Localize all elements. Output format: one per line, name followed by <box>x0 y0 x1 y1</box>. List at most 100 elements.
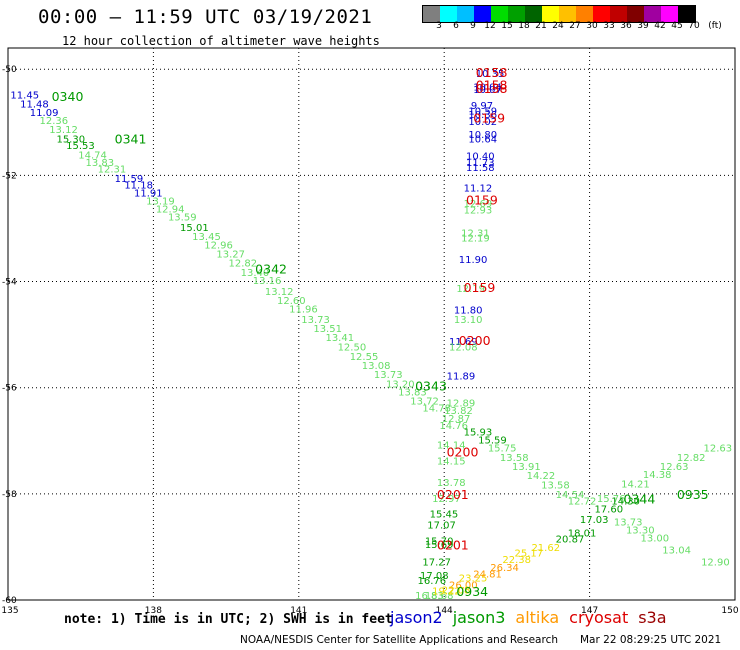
wave-height-value: 11.96 <box>289 304 318 315</box>
generated-timestamp: Mar 22 08:29:25 UTC 2021 <box>580 634 722 646</box>
legend-swatch <box>644 6 661 22</box>
pass-label: 0158 <box>476 81 508 96</box>
wave-height-value: 10.35 <box>476 69 505 80</box>
legend-swatch <box>576 6 593 22</box>
wave-height-value: 12.96 <box>204 241 233 252</box>
legend-swatch <box>627 6 644 22</box>
wave-height-value: 12.87 <box>442 414 471 425</box>
wave-height-value: 12.82 <box>677 453 706 464</box>
wave-height-value: 12.31 <box>98 165 127 176</box>
legend-label: 24 <box>552 21 564 31</box>
wave-height-value: 13.04 <box>662 545 691 556</box>
legend-label: 70 <box>688 21 700 31</box>
wave-height-value: 13.58 <box>541 481 570 492</box>
wave-height-value: 16.76 <box>418 576 447 587</box>
satellite-legend: jason2 jason3 altika cryosat s3a <box>390 608 667 627</box>
wave-height-value: 14.78 <box>422 404 451 415</box>
wave-height-value: 21.62 <box>531 543 560 554</box>
wave-height-value: 10.36 <box>468 110 497 121</box>
pass-label: 0158 <box>476 77 508 92</box>
wave-height-value: 12.94 <box>156 205 185 216</box>
x-tick-label: 138 <box>145 606 162 616</box>
wave-height-value: 17.03 <box>580 515 609 526</box>
wave-height-value: 13.91 <box>512 462 541 473</box>
wave-height-value: 13.82 <box>444 406 473 417</box>
pass-label: 0159 <box>473 110 505 125</box>
wave-height-value: 14.15 <box>437 457 466 468</box>
wave-height-value: 12.08 <box>449 343 478 354</box>
wave-height-value: 12.55 <box>350 352 379 363</box>
wave-height-value: 9.97 <box>471 101 493 112</box>
wave-height-value: 13.10 <box>454 315 483 326</box>
wave-height-value: 13.41 <box>325 333 354 344</box>
wave-height-value: 13.30 <box>626 526 655 537</box>
legend-label: 18 <box>518 21 530 31</box>
footer-note: note: 1) Time is in UTC; 2) SWH is in fe… <box>64 612 393 627</box>
wave-height-value: 13.59 <box>168 213 197 224</box>
pass-label: 0935 <box>677 487 709 502</box>
wave-height-value: 17.60 <box>594 504 623 515</box>
legend-swatch <box>423 6 440 22</box>
wave-height-value: 18.01 <box>568 528 597 539</box>
x-tick-label: 135 <box>1 606 18 616</box>
wave-height-value: 14.74 <box>78 150 107 161</box>
wave-height-value: 14.54 <box>556 490 585 501</box>
legend-label: 3 <box>436 21 442 31</box>
legend-label: 45 <box>671 21 683 31</box>
y-tick-label: -54 <box>2 278 17 288</box>
wave-height-value: 11.45 <box>10 90 39 101</box>
x-tick-label: 144 <box>436 606 453 616</box>
wave-height-value: 14.76 <box>439 421 468 432</box>
y-tick-label: -60 <box>2 596 17 606</box>
wave-height-value: 13.73 <box>374 370 403 381</box>
wave-height-value: 11.59 <box>115 174 144 185</box>
wave-height-value: 14.38 <box>643 470 672 481</box>
wave-height-value: 10.07 <box>473 85 502 96</box>
page-title: 00:00 — 11:59 UTC 03/19/2021 <box>38 6 373 28</box>
wave-height-value: 13.08 <box>362 361 391 372</box>
wave-height-value: 13.78 <box>437 478 466 489</box>
y-tick-label: -58 <box>2 490 17 500</box>
legend-label: 21 <box>535 21 547 31</box>
legend-swatch <box>559 6 576 22</box>
color-scale-labels: 3 6 9 12 15 18 21 24 27 30 33 36 39 42 45 70 (ft) <box>422 21 740 35</box>
wave-height-value: 16.83 <box>415 591 444 602</box>
wave-height-value: 11.58 <box>466 163 495 174</box>
plot-frame <box>7 47 736 601</box>
wave-height-values: 10.3510.0710.049.9710.5910.3610.0210.801… <box>10 69 732 602</box>
y-tick-label: -52 <box>2 171 17 181</box>
wave-height-value: 25.17 <box>514 548 543 559</box>
legend-label: 27 <box>569 21 581 31</box>
wave-height-value: 15.75 <box>488 443 517 454</box>
pass-label: 0343 <box>415 378 447 393</box>
wave-height-value: 14.22 <box>527 471 556 482</box>
wave-height-value: 13.73 <box>301 315 330 326</box>
legend-swatch <box>661 6 678 22</box>
wave-height-value: 12.50 <box>338 343 367 354</box>
wave-height-value: 11.18 <box>124 181 153 192</box>
legend-swatch <box>457 6 474 22</box>
x-tick-label: 150 <box>721 606 738 616</box>
wave-height-value: 14.14 <box>437 441 466 452</box>
grid-lines <box>8 48 735 601</box>
wave-height-value: 13.58 <box>500 453 529 464</box>
wave-height-value: 11.80 <box>454 305 483 316</box>
wave-height-value: 11.73 <box>466 158 495 169</box>
wave-height-value: 22.08 <box>442 586 471 597</box>
wave-height-value: 12.63 <box>703 443 732 454</box>
wave-height-value: 10.64 <box>468 134 497 145</box>
wave-height-value: 11.89 <box>447 372 476 383</box>
pass-label: 0201 <box>437 487 469 502</box>
legend-label: 39 <box>637 21 649 31</box>
pass-label: 0159 <box>466 193 498 208</box>
wave-height-value: 13.40 <box>241 268 270 279</box>
legend-label: 9 <box>470 21 476 31</box>
legend-label: 15 <box>501 21 513 31</box>
wave-height-value: 20.87 <box>556 535 585 546</box>
wave-height-value: 12.31 <box>461 228 490 239</box>
wave-height-value: 23.25 <box>459 573 488 584</box>
legend-swatch <box>542 6 559 22</box>
wave-height-value: 14.21 <box>621 479 650 490</box>
x-tick-label: 147 <box>581 606 598 616</box>
